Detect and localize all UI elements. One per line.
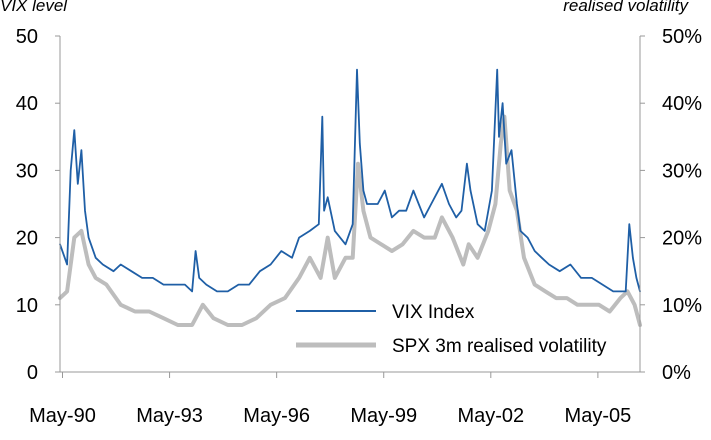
left-axis-title: VIX level bbox=[0, 0, 68, 15]
left-y-tick-label: 10 bbox=[16, 295, 38, 317]
plot-area bbox=[58, 68, 642, 327]
left-y-tick-label: 30 bbox=[16, 160, 38, 182]
right-axis-title: realised volatility bbox=[563, 0, 689, 15]
legend-spx-label: SPX 3m realised volatility bbox=[392, 336, 607, 357]
x-tick-label: May-93 bbox=[136, 405, 203, 427]
right-y-tick-label: 40% bbox=[662, 93, 702, 115]
right-y-tick-label: 10% bbox=[662, 295, 702, 317]
x-tick-label: May-02 bbox=[457, 405, 524, 427]
right-y-tick-label: 0% bbox=[662, 362, 691, 384]
right-y-tick-label: 50% bbox=[662, 26, 702, 48]
legend: VIX Index SPX 3m realised volatility bbox=[296, 302, 607, 357]
x-tick-label: May-96 bbox=[243, 405, 310, 427]
x-tick-label: May-99 bbox=[350, 405, 417, 427]
left-y-tick-label: 0 bbox=[27, 362, 38, 384]
vix-series-layer bbox=[59, 68, 641, 293]
left-y-tick-label: 20 bbox=[16, 228, 38, 250]
x-tick-label: May-90 bbox=[29, 405, 96, 427]
right-y-tick-label: 20% bbox=[662, 228, 702, 250]
right-y-tick-label: 30% bbox=[662, 160, 702, 182]
legend-vix-label: VIX Index bbox=[392, 302, 475, 323]
axes-layer: 0 10 20 30 40 50 0% 10% 20% 30% 40% 50% May-90 May-93… bbox=[16, 26, 702, 427]
left-y-tick-label: 50 bbox=[16, 26, 38, 48]
spx-series-layer bbox=[58, 114, 642, 327]
x-tick-label: May-05 bbox=[565, 405, 632, 427]
spx-realised-vol-line bbox=[58, 114, 642, 327]
vix-index-line bbox=[59, 68, 641, 293]
left-y-tick-label: 40 bbox=[16, 93, 38, 115]
